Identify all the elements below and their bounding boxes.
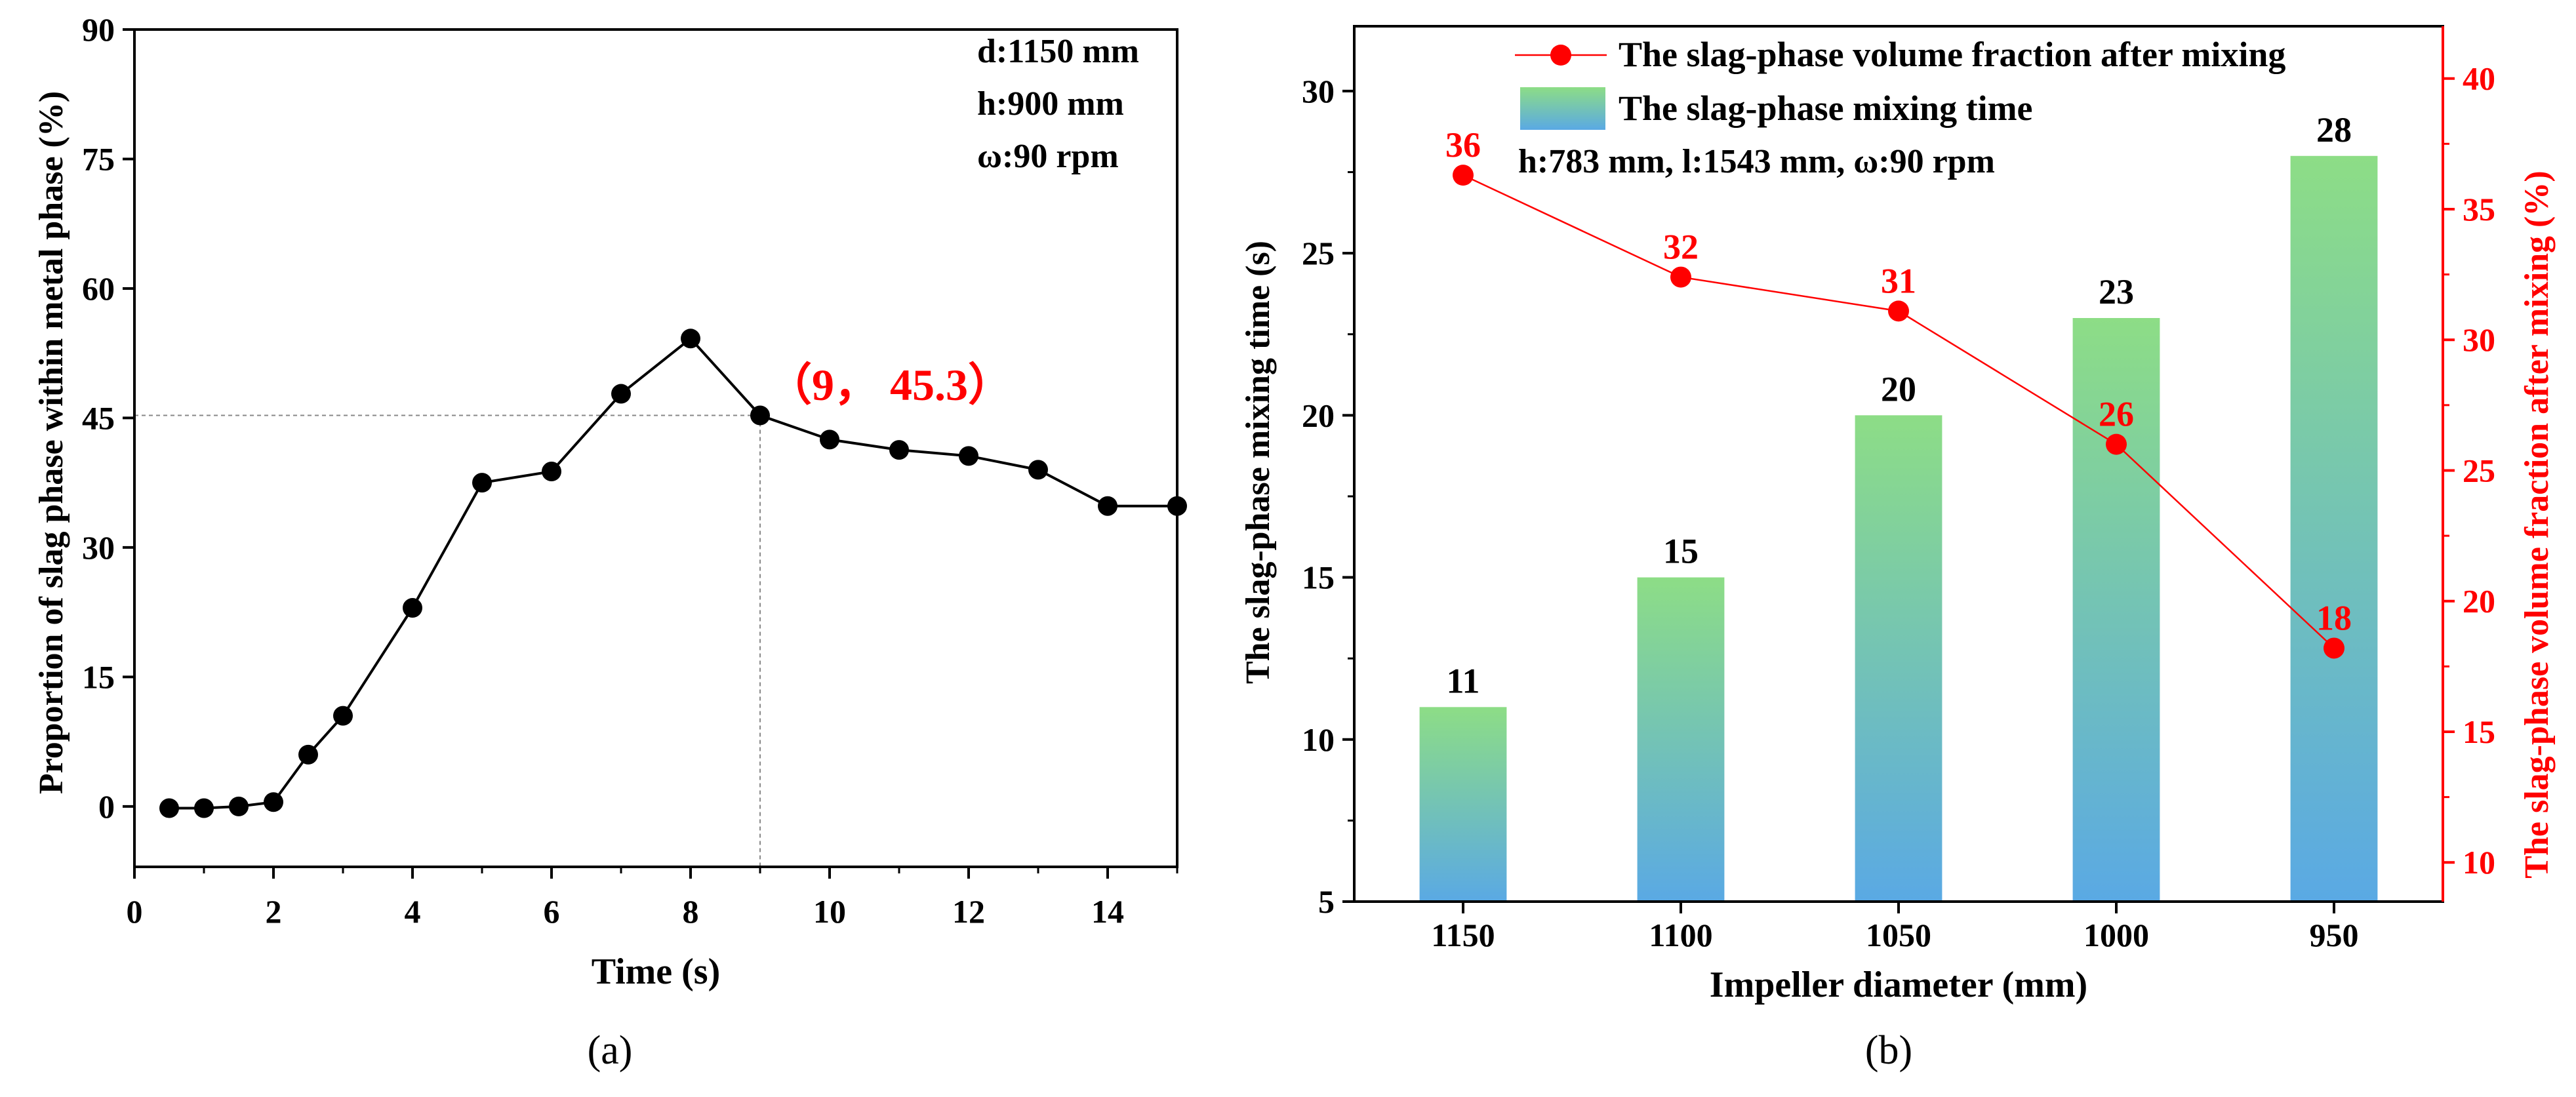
y-axis-label-b: The slag-phase mixing time (s) — [1239, 241, 1277, 684]
volume-fraction-point — [1453, 165, 1474, 186]
data-point — [820, 429, 839, 450]
y2-axis-label-b: The slag-phase volume fraction after mix… — [2518, 170, 2556, 878]
volume-fraction-label: 36 — [1445, 125, 1481, 165]
data-point — [1028, 460, 1048, 480]
y2-tick-label: 15 — [2463, 713, 2495, 750]
x-tick-label: 0 — [127, 893, 143, 930]
data-point — [159, 798, 179, 818]
y-tick-label: 15 — [1302, 559, 1335, 596]
bar-value-label: 20 — [1881, 369, 1916, 409]
volume-fraction-point — [1888, 300, 1909, 322]
data-point — [333, 706, 353, 726]
param-b: h:783 mm, l:1543 mm, ω:90 rpm — [1518, 143, 1995, 180]
y2-tick-label: 10 — [2463, 844, 2495, 881]
bar — [1855, 415, 1942, 902]
x-tick-label: 8 — [683, 893, 699, 930]
panel-b-chart: 11 15 20 23 28 1150 1100 1050 1000 950 5 10 15 20 25 3… — [1239, 25, 2556, 1073]
panel-b-ticks: 1150 1100 1050 1000 950 5 10 15 20 25 30 10 15 20 25 30… — [1302, 60, 2495, 953]
data-point — [403, 598, 422, 618]
data-point — [194, 798, 214, 818]
bar — [1419, 707, 1507, 902]
y-tick-label: 30 — [1302, 73, 1335, 110]
param-h: h:900 mm — [977, 85, 1124, 123]
y2-tick-label: 40 — [2463, 60, 2495, 97]
legend-line-label: The slag-phase volume fraction after mix… — [1619, 35, 2285, 74]
y2-tick-label: 35 — [2463, 191, 2495, 228]
data-point — [681, 329, 700, 349]
y-tick-label: 90 — [82, 11, 115, 48]
category-label: 1000 — [2083, 917, 2149, 953]
data-point — [472, 473, 492, 493]
bar-value-label: 11 — [1446, 661, 1479, 700]
bar-series — [1419, 155, 2378, 902]
x-tick-label: 4 — [405, 893, 421, 930]
y-axis-label-a: Proportion of slag phase within metal ph… — [33, 91, 70, 794]
data-point — [298, 744, 318, 765]
bar — [2290, 155, 2378, 902]
y2-tick-label: 25 — [2463, 452, 2495, 489]
volume-fraction-point — [2106, 433, 2127, 455]
y-tick-label: 0 — [98, 788, 115, 825]
data-point — [264, 792, 283, 812]
category-label: 950 — [2310, 917, 2359, 953]
volume-fraction-label: 32 — [1663, 228, 1699, 267]
data-point — [542, 462, 561, 482]
x-tick-label: 6 — [544, 893, 560, 930]
bar — [2072, 318, 2160, 902]
volume-fraction-point — [2324, 637, 2345, 659]
param-d: d:1150 mm — [977, 33, 1139, 70]
y-tick-label: 10 — [1302, 721, 1335, 758]
y-tick-label: 75 — [82, 140, 115, 177]
volume-fraction-point — [1670, 266, 1691, 288]
x-tick-label: 2 — [266, 893, 282, 930]
x-tick-label: 14 — [1091, 893, 1124, 930]
data-point — [1098, 496, 1117, 516]
bar-value-label: 28 — [2316, 110, 2352, 150]
data-point — [959, 446, 978, 466]
category-label: 1100 — [1649, 917, 1712, 953]
bar — [1637, 577, 1725, 902]
data-point — [889, 440, 909, 460]
data-point — [611, 384, 631, 404]
panel-a-plot-frame — [133, 28, 1178, 868]
highlight-point-label: （9， 45.3） — [767, 360, 1013, 410]
legend: The slag-phase volume fraction after mix… — [1515, 35, 2285, 130]
panel-a-ticks: 0 2 4 6 8 10 12 14 0 15 30 45 60 75 90 — [82, 11, 1178, 930]
volume-fraction-points — [1453, 165, 2345, 659]
x-axis-label-b: Impeller diameter (mm) — [1710, 965, 2087, 1005]
legend-bar-swatch — [1520, 87, 1605, 130]
volume-fraction-label: 31 — [1881, 261, 1916, 300]
volume-fraction-label: 18 — [2316, 598, 2352, 637]
bar-value-labels: 11 15 20 23 28 — [1446, 110, 2352, 701]
y-tick-label: 5 — [1318, 883, 1335, 920]
y-tick-label: 45 — [82, 399, 115, 436]
panel-label-a: (a) — [588, 1028, 633, 1073]
y-tick-label: 25 — [1302, 235, 1335, 271]
panel-label-b: (b) — [1865, 1028, 1912, 1073]
category-label: 1050 — [1866, 917, 1931, 953]
volume-fraction-labels: 36 32 31 26 18 — [1445, 125, 2352, 637]
volume-fraction-label: 26 — [2099, 395, 2134, 434]
legend-marker-swatch — [1550, 45, 1571, 66]
y-tick-label: 60 — [82, 270, 115, 307]
y2-tick-label: 30 — [2463, 321, 2495, 358]
x-tick-label: 10 — [813, 893, 846, 930]
series-line — [169, 336, 1177, 810]
y-tick-label: 20 — [1302, 397, 1335, 433]
param-omega: ω:90 rpm — [977, 138, 1119, 175]
bar-value-label: 15 — [1663, 532, 1699, 571]
bar-value-label: 23 — [2099, 272, 2134, 311]
series-points — [159, 329, 1187, 818]
y-tick-label: 15 — [82, 658, 115, 695]
panel-a-chart: 0 2 4 6 8 10 12 14 0 15 30 45 60 75 90 d:1150 mm h:900… — [33, 11, 1187, 1073]
data-point — [750, 405, 770, 426]
y-tick-label: 30 — [82, 529, 115, 566]
category-label: 1150 — [1431, 917, 1495, 953]
x-tick-label: 12 — [952, 893, 985, 930]
x-axis-label-a: Time (s) — [592, 951, 721, 992]
data-point — [229, 796, 249, 816]
y2-tick-label: 20 — [2463, 583, 2495, 620]
legend-bar-label: The slag-phase mixing time — [1619, 89, 2033, 128]
